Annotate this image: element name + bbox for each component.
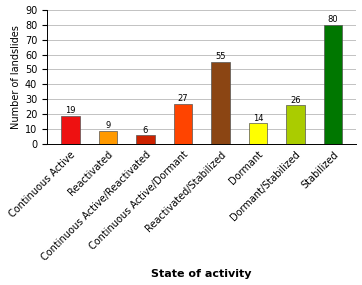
Text: 9: 9 <box>105 121 110 130</box>
Text: 26: 26 <box>290 96 301 105</box>
Text: 80: 80 <box>328 15 338 24</box>
Y-axis label: Number of landslides: Number of landslides <box>11 25 21 129</box>
Bar <box>286 105 305 144</box>
Bar <box>61 116 80 144</box>
Bar <box>324 25 342 144</box>
Text: 27: 27 <box>178 94 188 103</box>
Bar <box>211 62 230 144</box>
Bar <box>173 104 192 144</box>
Bar <box>136 135 155 144</box>
Text: 14: 14 <box>253 114 263 123</box>
Bar <box>249 123 268 144</box>
Text: 19: 19 <box>65 106 76 115</box>
Text: 55: 55 <box>215 52 226 61</box>
Bar <box>98 131 117 144</box>
Text: 6: 6 <box>143 126 148 135</box>
X-axis label: State of activity: State of activity <box>151 269 252 280</box>
